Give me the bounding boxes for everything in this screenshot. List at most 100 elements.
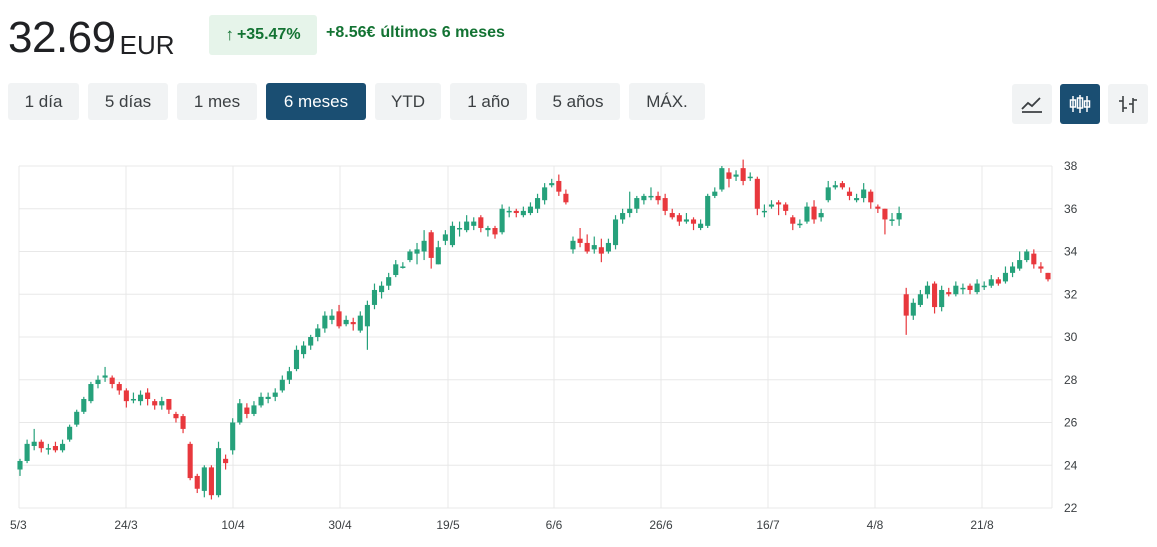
range-button-1-day[interactable]: 1 día: [8, 83, 79, 120]
candle[interactable]: [1017, 251, 1023, 271]
candle[interactable]: [577, 227, 583, 248]
candle[interactable]: [336, 304, 342, 329]
candle[interactable]: [293, 345, 300, 372]
candle[interactable]: [634, 195, 640, 214]
candle[interactable]: [662, 193, 668, 216]
candle[interactable]: [882, 208, 888, 235]
candle[interactable]: [499, 204, 505, 235]
candle[interactable]: [875, 204, 881, 214]
candle[interactable]: [712, 187, 718, 199]
candle[interactable]: [81, 396, 87, 414]
candle[interactable]: [379, 281, 385, 299]
line-chart-button[interactable]: [1012, 84, 1052, 124]
candle[interactable]: [1024, 249, 1030, 263]
candle[interactable]: [705, 193, 711, 228]
candle[interactable]: [995, 277, 1001, 286]
candle[interactable]: [343, 315, 349, 327]
candle[interactable]: [59, 439, 66, 453]
candle[interactable]: [258, 392, 264, 408]
candle[interactable]: [393, 260, 399, 278]
candle[interactable]: [244, 403, 250, 419]
candle[interactable]: [137, 390, 144, 406]
candle[interactable]: [492, 225, 498, 239]
candle[interactable]: [790, 215, 796, 231]
candle[interactable]: [776, 200, 782, 216]
candle[interactable]: [676, 213, 682, 226]
candle[interactable]: [457, 221, 463, 237]
candle[interactable]: [719, 166, 725, 192]
candle[interactable]: [620, 208, 626, 224]
candle[interactable]: [527, 202, 534, 216]
candle[interactable]: [903, 287, 909, 335]
candle[interactable]: [386, 272, 392, 290]
candle[interactable]: [109, 375, 115, 389]
candlestick-chart-button[interactable]: [1060, 84, 1100, 124]
range-button-6-months[interactable]: 6 meses: [266, 83, 366, 120]
candle[interactable]: [428, 230, 434, 269]
candle[interactable]: [308, 334, 314, 350]
candle[interactable]: [612, 215, 619, 250]
candle[interactable]: [478, 215, 484, 233]
candle[interactable]: [38, 439, 44, 453]
candle[interactable]: [45, 443, 51, 455]
candle[interactable]: [605, 238, 611, 254]
candle[interactable]: [974, 279, 980, 295]
candle[interactable]: [854, 193, 860, 203]
candle[interactable]: [683, 213, 689, 224]
candle[interactable]: [407, 249, 413, 263]
candle[interactable]: [272, 388, 278, 402]
candle[interactable]: [584, 234, 590, 254]
candle[interactable]: [563, 189, 569, 205]
candle[interactable]: [811, 200, 817, 224]
candle[interactable]: [1045, 272, 1051, 282]
candle[interactable]: [648, 187, 654, 201]
candle[interactable]: [570, 236, 576, 254]
candle[interactable]: [797, 219, 803, 228]
candle[interactable]: [1002, 266, 1009, 284]
range-button-1-year[interactable]: 1 año: [450, 83, 527, 120]
candle[interactable]: [421, 230, 427, 261]
candle[interactable]: [279, 375, 285, 393]
range-button-1-month[interactable]: 1 mes: [177, 83, 257, 120]
candle[interactable]: [506, 206, 512, 218]
candle[interactable]: [591, 236, 597, 254]
candle[interactable]: [152, 398, 158, 410]
candle[interactable]: [932, 281, 938, 314]
candle[interactable]: [357, 311, 363, 333]
candle[interactable]: [364, 300, 370, 350]
candle[interactable]: [726, 168, 732, 188]
ohlc-chart-button[interactable]: [1108, 84, 1148, 124]
candle[interactable]: [194, 473, 200, 494]
candle[interactable]: [754, 176, 760, 216]
candle[interactable]: [669, 208, 675, 220]
candle[interactable]: [52, 441, 59, 453]
candle[interactable]: [761, 204, 767, 218]
candle[interactable]: [868, 189, 874, 209]
candle[interactable]: [67, 424, 73, 442]
candle[interactable]: [449, 221, 456, 248]
candle[interactable]: [215, 441, 222, 498]
candle[interactable]: [740, 159, 746, 186]
candle[interactable]: [946, 287, 952, 297]
candle[interactable]: [159, 396, 165, 410]
candle[interactable]: [208, 465, 214, 500]
candle[interactable]: [549, 178, 555, 188]
candle[interactable]: [967, 283, 973, 295]
candle[interactable]: [31, 428, 37, 451]
candle[interactable]: [556, 174, 562, 196]
candle[interactable]: [265, 392, 271, 404]
candle[interactable]: [88, 381, 94, 404]
candle[interactable]: [74, 409, 80, 427]
candle[interactable]: [627, 191, 633, 218]
candle[interactable]: [513, 208, 519, 218]
candle[interactable]: [123, 388, 129, 408]
candlestick-chart[interactable]: 22 24 26 28 30 32 34 36 38 5/3 24/3 10/4 30/4 19/5 6/6…: [0, 150, 1157, 547]
candle[interactable]: [329, 309, 335, 325]
candle[interactable]: [655, 191, 661, 205]
candle[interactable]: [910, 298, 916, 320]
candle[interactable]: [598, 238, 604, 263]
candle[interactable]: [286, 366, 292, 385]
candle[interactable]: [698, 219, 704, 231]
candle[interactable]: [371, 283, 378, 310]
candle[interactable]: [981, 281, 987, 290]
